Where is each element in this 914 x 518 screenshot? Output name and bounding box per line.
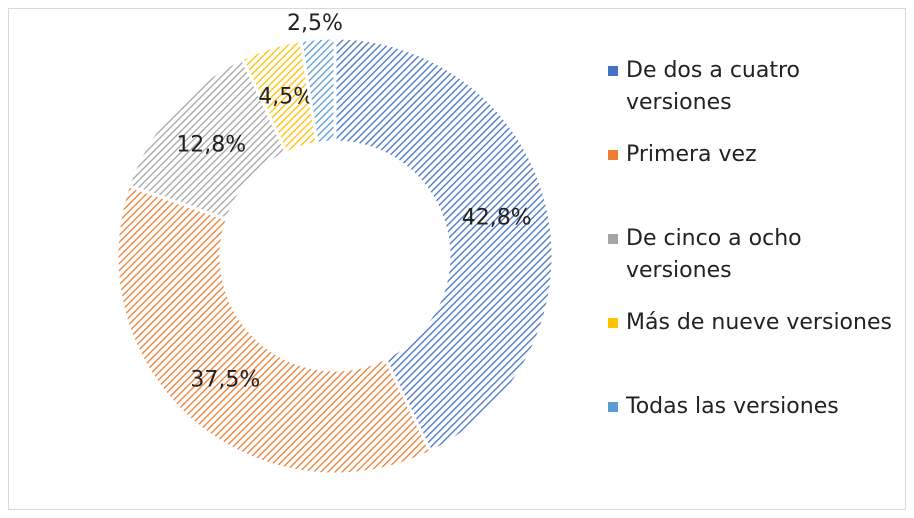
data-label: 37,5% — [190, 368, 260, 393]
legend-item: Primera vez — [608, 139, 893, 223]
legend-swatch — [608, 150, 618, 160]
legend-swatch — [608, 402, 618, 412]
data-label: 42,8% — [462, 206, 532, 231]
legend-item: De dos a cuatro versiones — [608, 55, 893, 139]
legend-swatch — [608, 66, 618, 76]
data-label: 4,5% — [258, 84, 314, 109]
donut-slice — [299, 36, 337, 146]
legend: De dos a cuatro versiones Primera vez De c… — [608, 55, 893, 475]
legend-label: De dos a cuatro versiones — [626, 58, 800, 115]
legend-item: Más de nueve versiones — [608, 307, 893, 391]
chart-frame — [8, 8, 906, 510]
data-label: 2,5% — [287, 11, 343, 36]
legend-item: De cinco a ocho versiones — [608, 223, 893, 307]
legend-swatch — [608, 234, 618, 244]
legend-label: De cinco a ocho versiones — [626, 226, 802, 283]
data-label: 12,8% — [176, 132, 246, 157]
legend-item: Todas las versiones — [608, 391, 893, 475]
legend-label: Primera vez — [626, 142, 757, 167]
legend-label: Todas las versiones — [626, 394, 839, 419]
legend-swatch — [608, 318, 618, 328]
donut-slice — [115, 183, 433, 476]
legend-label: Más de nueve versiones — [626, 310, 892, 335]
donut-slice — [333, 36, 555, 454]
